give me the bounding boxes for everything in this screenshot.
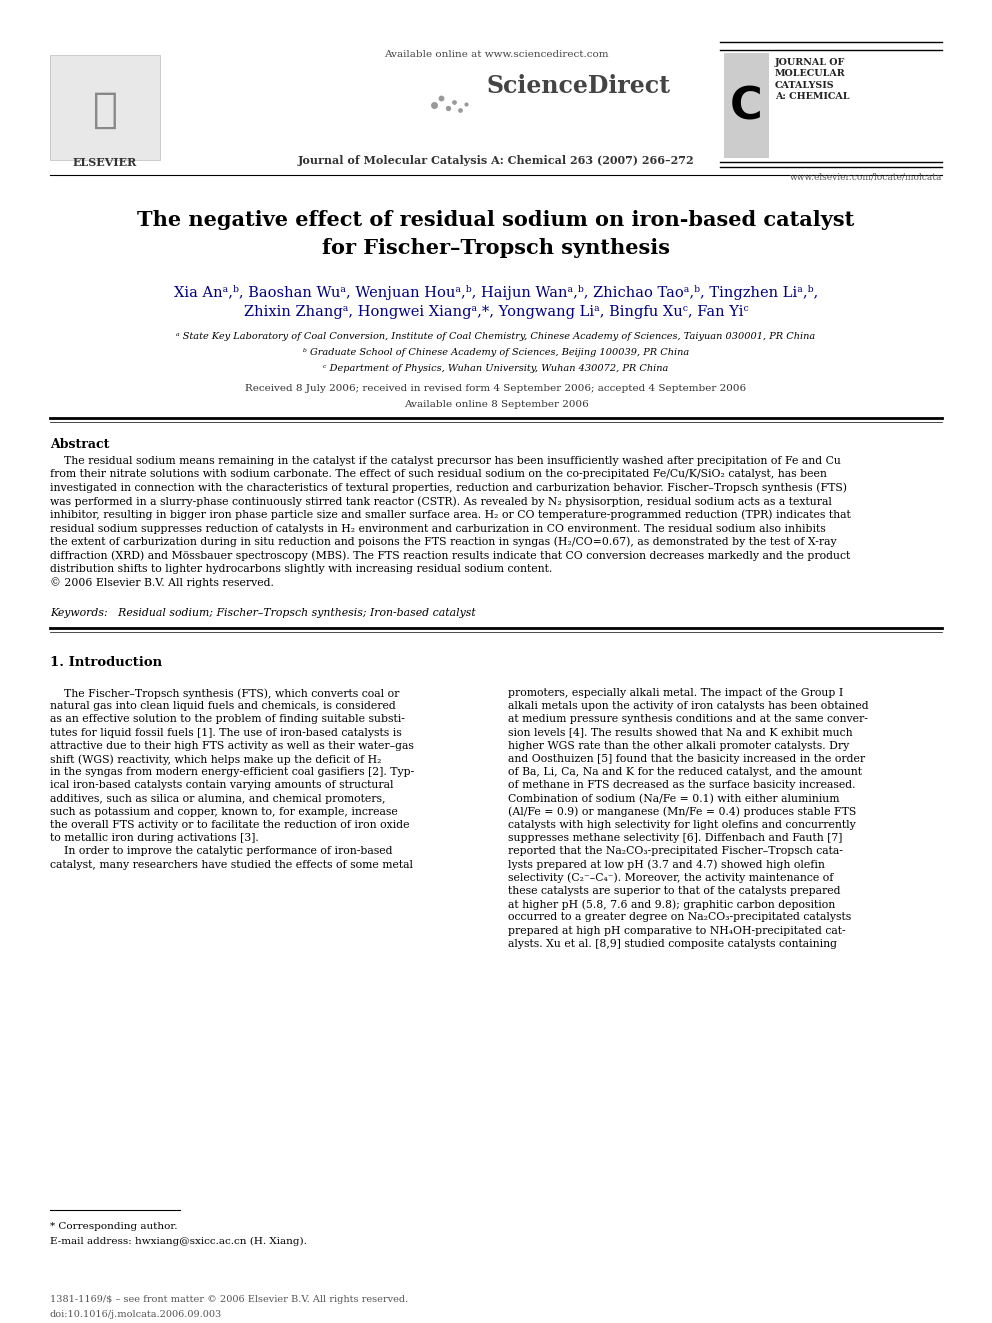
Text: lysts prepared at low pH (3.7 and 4.7) showed high olefin: lysts prepared at low pH (3.7 and 4.7) s… [508,860,825,871]
Text: natural gas into clean liquid fuels and chemicals, is considered: natural gas into clean liquid fuels and … [50,701,396,712]
Text: these catalysts are superior to that of the catalysts prepared: these catalysts are superior to that of … [508,886,840,896]
Text: Available online 8 September 2006: Available online 8 September 2006 [404,400,588,409]
Text: 1381-1169/$ – see front matter © 2006 Elsevier B.V. All rights reserved.: 1381-1169/$ – see front matter © 2006 El… [50,1295,409,1304]
Text: * Corresponding author.: * Corresponding author. [50,1222,178,1230]
Text: alysts. Xu et al. [8,9] studied composite catalysts containing: alysts. Xu et al. [8,9] studied composit… [508,939,837,949]
Text: as an effective solution to the problem of finding suitable substi-: as an effective solution to the problem … [50,714,405,725]
Text: of methane in FTS decreased as the surface basicity increased.: of methane in FTS decreased as the surfa… [508,781,855,790]
Text: in the syngas from modern energy-efficient coal gasifiers [2]. Typ-: in the syngas from modern energy-efficie… [50,767,415,777]
Text: of Ba, Li, Ca, Na and K for the reduced catalyst, and the amount: of Ba, Li, Ca, Na and K for the reduced … [508,767,862,777]
Text: and Oosthuizen [5] found that the basicity increased in the order: and Oosthuizen [5] found that the basici… [508,754,865,763]
Text: occurred to a greater degree on Na₂CO₃-precipitated catalysts: occurred to a greater degree on Na₂CO₃-p… [508,913,851,922]
Bar [724,53,769,157]
Text: Zhixin Zhangᵃ, Hongwei Xiangᵃ,*, Yongwang Liᵃ, Bingfu Xuᶜ, Fan Yiᶜ: Zhixin Zhangᵃ, Hongwei Xiangᵃ,*, Yongwan… [244,306,748,319]
Text: catalysts with high selectivity for light olefins and concurrently: catalysts with high selectivity for ligh… [508,820,856,830]
Text: catalyst, many researchers have studied the effects of some metal: catalyst, many researchers have studied … [50,860,413,869]
Text: E-mail address: hwxiang@sxicc.ac.cn (H. Xiang).: E-mail address: hwxiang@sxicc.ac.cn (H. … [50,1237,307,1246]
Text: for Fischer–Tropsch synthesis: for Fischer–Tropsch synthesis [322,238,670,258]
Text: additives, such as silica or alumina, and chemical promoters,: additives, such as silica or alumina, an… [50,794,386,803]
Text: ScienceDirect: ScienceDirect [486,74,670,98]
Text: suppresses methane selectivity [6]. Diffenbach and Fauth [7]: suppresses methane selectivity [6]. Diff… [508,833,842,843]
Text: alkali metals upon the activity of iron catalysts has been obtained: alkali metals upon the activity of iron … [508,701,869,712]
Text: ical iron-based catalysts contain varying amounts of structural: ical iron-based catalysts contain varyin… [50,781,394,790]
Text: to metallic iron during activations [3].: to metallic iron during activations [3]. [50,833,259,843]
Text: In order to improve the catalytic performance of iron-based: In order to improve the catalytic perfor… [50,847,393,856]
Text: The Fischer–Tropsch synthesis (FTS), which converts coal or: The Fischer–Tropsch synthesis (FTS), whi… [50,688,400,699]
Text: Xia Anᵃ,ᵇ, Baoshan Wuᵃ, Wenjuan Houᵃ,ᵇ, Haijun Wanᵃ,ᵇ, Zhichao Taoᵃ,ᵇ, Tingzhen : Xia Anᵃ,ᵇ, Baoshan Wuᵃ, Wenjuan Houᵃ,ᵇ, … [174,284,818,300]
Text: shift (WGS) reactivity, which helps make up the deficit of H₂: shift (WGS) reactivity, which helps make… [50,754,382,765]
Text: reported that the Na₂CO₃-precipitated Fischer–Tropsch cata-: reported that the Na₂CO₃-precipitated Fi… [508,847,843,856]
Text: higher WGS rate than the other alkali promoter catalysts. Dry: higher WGS rate than the other alkali pr… [508,741,849,750]
Text: Received 8 July 2006; received in revised form 4 September 2006; accepted 4 Sept: Received 8 July 2006; received in revise… [245,384,747,393]
Text: ᶜ Department of Physics, Wuhan University, Wuhan 430072, PR China: ᶜ Department of Physics, Wuhan Universit… [323,364,669,373]
Text: www.elsevier.com/locate/molcata: www.elsevier.com/locate/molcata [790,172,942,181]
Text: at higher pH (5.8, 7.6 and 9.8); graphitic carbon deposition: at higher pH (5.8, 7.6 and 9.8); graphit… [508,900,835,910]
Text: Combination of sodium (Na/Fe = 0.1) with either aluminium: Combination of sodium (Na/Fe = 0.1) with… [508,794,839,804]
Text: Available online at www.sciencedirect.com: Available online at www.sciencedirect.co… [384,50,608,60]
Bar [50,56,160,160]
Text: at medium pressure synthesis conditions and at the same conver-: at medium pressure synthesis conditions … [508,714,868,725]
Text: 🌳: 🌳 [92,89,117,131]
Text: JOURNAL OF
MOLECULAR
CATALYSIS
A: CHEMICAL: JOURNAL OF MOLECULAR CATALYSIS A: CHEMIC… [775,58,849,102]
Text: the overall FTS activity or to facilitate the reduction of iron oxide: the overall FTS activity or to facilitat… [50,820,410,830]
Text: (Al/Fe = 0.9) or manganese (Mn/Fe = 0.4) produces stable FTS: (Al/Fe = 0.9) or manganese (Mn/Fe = 0.4)… [508,807,856,818]
Text: Abstract: Abstract [50,438,109,451]
Text: doi:10.1016/j.molcata.2006.09.003: doi:10.1016/j.molcata.2006.09.003 [50,1310,222,1319]
Text: tutes for liquid fossil fuels [1]. The use of iron-based catalysts is: tutes for liquid fossil fuels [1]. The u… [50,728,402,738]
Text: prepared at high pH comparative to NH₄OH-precipitated cat-: prepared at high pH comparative to NH₄OH… [508,926,845,935]
Text: Keywords:   Residual sodium; Fischer–Tropsch synthesis; Iron-based catalyst: Keywords: Residual sodium; Fischer–Trops… [50,609,476,618]
Text: promoters, especially alkali metal. The impact of the Group I: promoters, especially alkali metal. The … [508,688,843,699]
Text: The residual sodium means remaining in the catalyst if the catalyst precursor ha: The residual sodium means remaining in t… [50,456,851,589]
Text: such as potassium and copper, known to, for example, increase: such as potassium and copper, known to, … [50,807,398,816]
Text: 1. Introduction: 1. Introduction [50,656,162,669]
Text: sion levels [4]. The results showed that Na and K exhibit much: sion levels [4]. The results showed that… [508,728,853,738]
Text: ELSEVIER: ELSEVIER [72,157,137,168]
Text: C: C [730,86,763,128]
Text: selectivity (C₂⁻–C₄⁻). Moreover, the activity maintenance of: selectivity (C₂⁻–C₄⁻). Moreover, the act… [508,873,833,884]
Text: Journal of Molecular Catalysis A: Chemical 263 (2007) 266–272: Journal of Molecular Catalysis A: Chemic… [298,155,694,165]
Text: attractive due to their high FTS activity as well as their water–gas: attractive due to their high FTS activit… [50,741,414,750]
Text: The negative effect of residual sodium on iron-based catalyst: The negative effect of residual sodium o… [137,210,855,230]
Text: ᵃ State Key Laboratory of Coal Conversion, Institute of Coal Chemistry, Chinese : ᵃ State Key Laboratory of Coal Conversio… [177,332,815,341]
Text: ᵇ Graduate School of Chinese Academy of Sciences, Beijing 100039, PR China: ᵇ Graduate School of Chinese Academy of … [303,348,689,357]
